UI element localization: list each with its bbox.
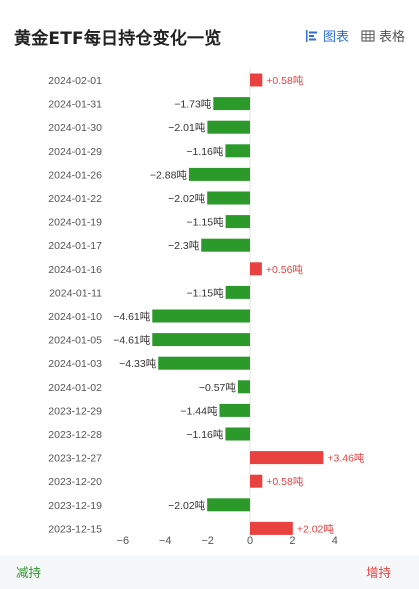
bar — [250, 73, 263, 87]
category-label: 2024-01-29 — [48, 146, 102, 158]
bar — [225, 144, 250, 158]
tab-chart[interactable]: 图表 — [305, 26, 349, 45]
data-label: −2.01吨 — [168, 121, 206, 134]
data-label: −4.61吨 — [113, 334, 151, 347]
category-label: 2024-01-05 — [48, 335, 102, 347]
category-label: 2024-01-03 — [48, 358, 102, 370]
bar — [207, 498, 250, 512]
category-label: 2024-01-16 — [48, 264, 102, 276]
bar — [225, 285, 250, 299]
data-label: −1.16吨 — [186, 145, 224, 158]
x-tick-label: 0 — [247, 535, 253, 547]
table-icon — [361, 29, 375, 42]
tab-table[interactable]: 表格 — [361, 26, 405, 45]
category-label: 2024-01-02 — [48, 382, 102, 394]
bar — [188, 167, 250, 181]
category-label: 2023-12-20 — [48, 476, 102, 488]
data-label: −2.02吨 — [168, 192, 206, 205]
data-label: −4.61吨 — [113, 310, 151, 323]
data-label: −1.73吨 — [174, 98, 212, 111]
category-label: 2024-01-30 — [48, 122, 102, 134]
tab-table-label: 表格 — [378, 30, 405, 45]
reduce-label: 减持 — [16, 565, 42, 580]
category-label: 2024-01-22 — [48, 193, 102, 205]
bar — [225, 427, 250, 441]
category-label: 2024-01-19 — [48, 217, 102, 229]
x-tick-label: −4 — [159, 535, 172, 547]
bar — [152, 309, 250, 323]
x-tick-label: −2 — [201, 535, 214, 547]
bar — [152, 333, 250, 347]
bar — [201, 238, 250, 252]
bar — [219, 403, 250, 417]
category-label: 2023-12-28 — [48, 429, 102, 441]
bar — [158, 356, 250, 370]
bar — [225, 215, 250, 229]
data-label: −1.15吨 — [187, 216, 225, 229]
data-label: −2.3吨 — [168, 239, 200, 252]
category-label: 2024-01-26 — [48, 169, 102, 181]
data-label: −1.44吨 — [180, 404, 218, 417]
data-label: +0.58吨 — [266, 475, 304, 488]
bar — [207, 120, 250, 134]
category-label: 2023-12-27 — [48, 453, 102, 465]
bar — [250, 474, 263, 488]
bar — [237, 380, 250, 394]
data-label: −2.88吨 — [150, 168, 188, 181]
category-label: 2023-12-19 — [48, 500, 102, 512]
bar-chart-icon — [305, 29, 317, 42]
x-tick-label: 2 — [289, 535, 295, 547]
category-label: 2024-01-10 — [48, 311, 102, 323]
chart-header: 黄金ETF每日持仓变化一览 图表 表格 — [0, 0, 419, 60]
page-title: 黄金ETF每日持仓变化一览 — [14, 29, 222, 49]
x-tick-label: −6 — [117, 535, 130, 547]
holdings-bar-chart: 2024-02-01 +0.58吨 2024-01-31 −1.73吨 2024-01-… — [48, 68, 365, 547]
category-label: 2024-01-31 — [48, 99, 102, 111]
tab-chart-label: 图表 — [322, 30, 349, 45]
data-label: −4.33吨 — [119, 357, 157, 370]
bar — [250, 451, 324, 465]
data-label: +0.56吨 — [266, 263, 304, 276]
bar — [213, 97, 250, 111]
data-label: +3.46吨 — [327, 452, 365, 465]
data-label: −1.15吨 — [187, 286, 225, 299]
data-label: −0.57吨 — [199, 381, 237, 394]
footer-band — [0, 555, 419, 589]
x-tick-label: 4 — [332, 535, 338, 547]
bar — [250, 262, 262, 276]
category-label: 2023-12-15 — [48, 523, 102, 535]
data-label: −1.16吨 — [186, 428, 224, 441]
category-label: 2024-01-17 — [48, 240, 102, 252]
data-label: +2.02吨 — [297, 522, 335, 535]
view-tabs: 图表 表格 — [305, 26, 405, 45]
data-label: −2.02吨 — [168, 499, 206, 512]
category-label: 2023-12-29 — [48, 405, 102, 417]
bar — [250, 521, 293, 535]
increase-label: 增持 — [365, 565, 391, 580]
category-label: 2024-02-01 — [48, 75, 102, 87]
data-label: +0.58吨 — [266, 74, 304, 87]
category-label: 2024-01-11 — [49, 287, 102, 299]
bar — [207, 191, 250, 205]
